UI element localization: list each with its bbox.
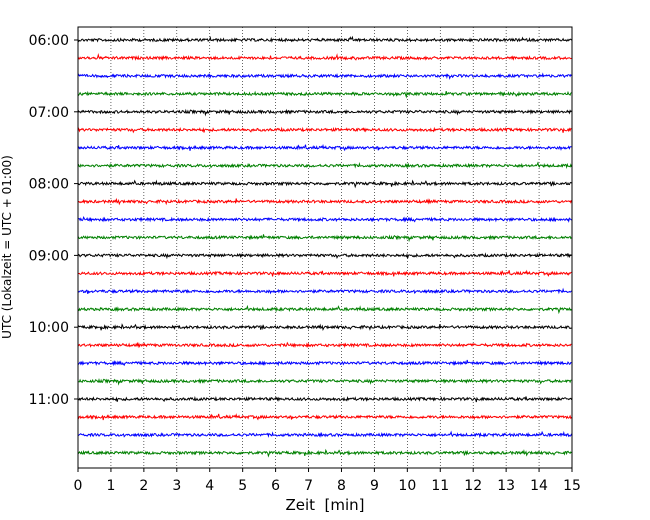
trace-07:00 (77, 108, 572, 117)
trace-06:15 (77, 52, 572, 61)
trace-09:15 (77, 269, 572, 277)
trace-08:45 (77, 234, 572, 243)
trace-09:45 (77, 304, 572, 315)
trace-06:00 (77, 35, 572, 43)
trace-10:45 (77, 378, 572, 386)
x-tick-label-13: 13 (497, 478, 515, 494)
x-tick-label-4: 4 (205, 478, 214, 494)
y-axis-label: UTC (Lokalzeit = UTC + 01:00) (0, 155, 14, 339)
y-tick-label-09:00: 09:00 (29, 248, 69, 264)
x-tick-label-8: 8 (337, 478, 346, 494)
trace-09:00 (77, 252, 572, 260)
y-tick-label-11:00: 11:00 (29, 392, 69, 408)
trace-11:30 (77, 430, 572, 439)
x-tick-label-15: 15 (563, 478, 581, 494)
y-tick-label-10:00: 10:00 (29, 320, 69, 336)
x-tick-label-11: 11 (431, 478, 449, 494)
trace-09:30 (77, 287, 572, 295)
y-axis-ticks: 06:00 07:00 08:00 09:00 10:00 11:00 (29, 33, 78, 408)
trace-11:45 (77, 448, 572, 458)
x-axis-label: Zeit [min] (285, 496, 364, 514)
y-tick-label-06:00: 06:00 (29, 33, 69, 49)
trace-07:45 (77, 161, 572, 169)
trace-11:15 (77, 413, 572, 421)
x-tick-label-0: 0 (74, 478, 83, 494)
x-tick-label-6: 6 (271, 478, 280, 494)
plot-frame (77, 26, 573, 469)
y-tick-label-07:00: 07:00 (29, 105, 69, 121)
seismogram-traces (77, 35, 572, 458)
x-tick-label-9: 9 (370, 478, 379, 494)
trace-10:00 (77, 323, 572, 332)
x-tick-label-2: 2 (139, 478, 148, 494)
trace-10:15 (77, 341, 572, 349)
trace-07:30 (77, 143, 572, 152)
trace-06:30 (77, 72, 572, 80)
trace-07:15 (77, 126, 572, 134)
trace-11:00 (77, 395, 572, 403)
x-tick-label-3: 3 (172, 478, 181, 494)
x-tick-label-5: 5 (238, 478, 247, 494)
x-tick-label-10: 10 (398, 478, 416, 494)
y-tick-label-08:00: 08:00 (29, 177, 69, 193)
plot-area-background (78, 27, 572, 468)
x-tick-label-1: 1 (106, 478, 115, 494)
trace-08:30 (77, 215, 572, 223)
x-tick-label-14: 14 (530, 478, 548, 494)
trace-08:00 (77, 179, 572, 189)
x-axis-ticks: 0 1 2 3 4 5 6 7 8 9 10 11 12 13 14 15 (74, 468, 581, 494)
trace-08:15 (77, 197, 572, 206)
x-tick-label-12: 12 (464, 478, 482, 494)
trace-06:45 (77, 90, 572, 99)
trace-10:30 (77, 359, 572, 367)
x-tick-label-7: 7 (304, 478, 313, 494)
